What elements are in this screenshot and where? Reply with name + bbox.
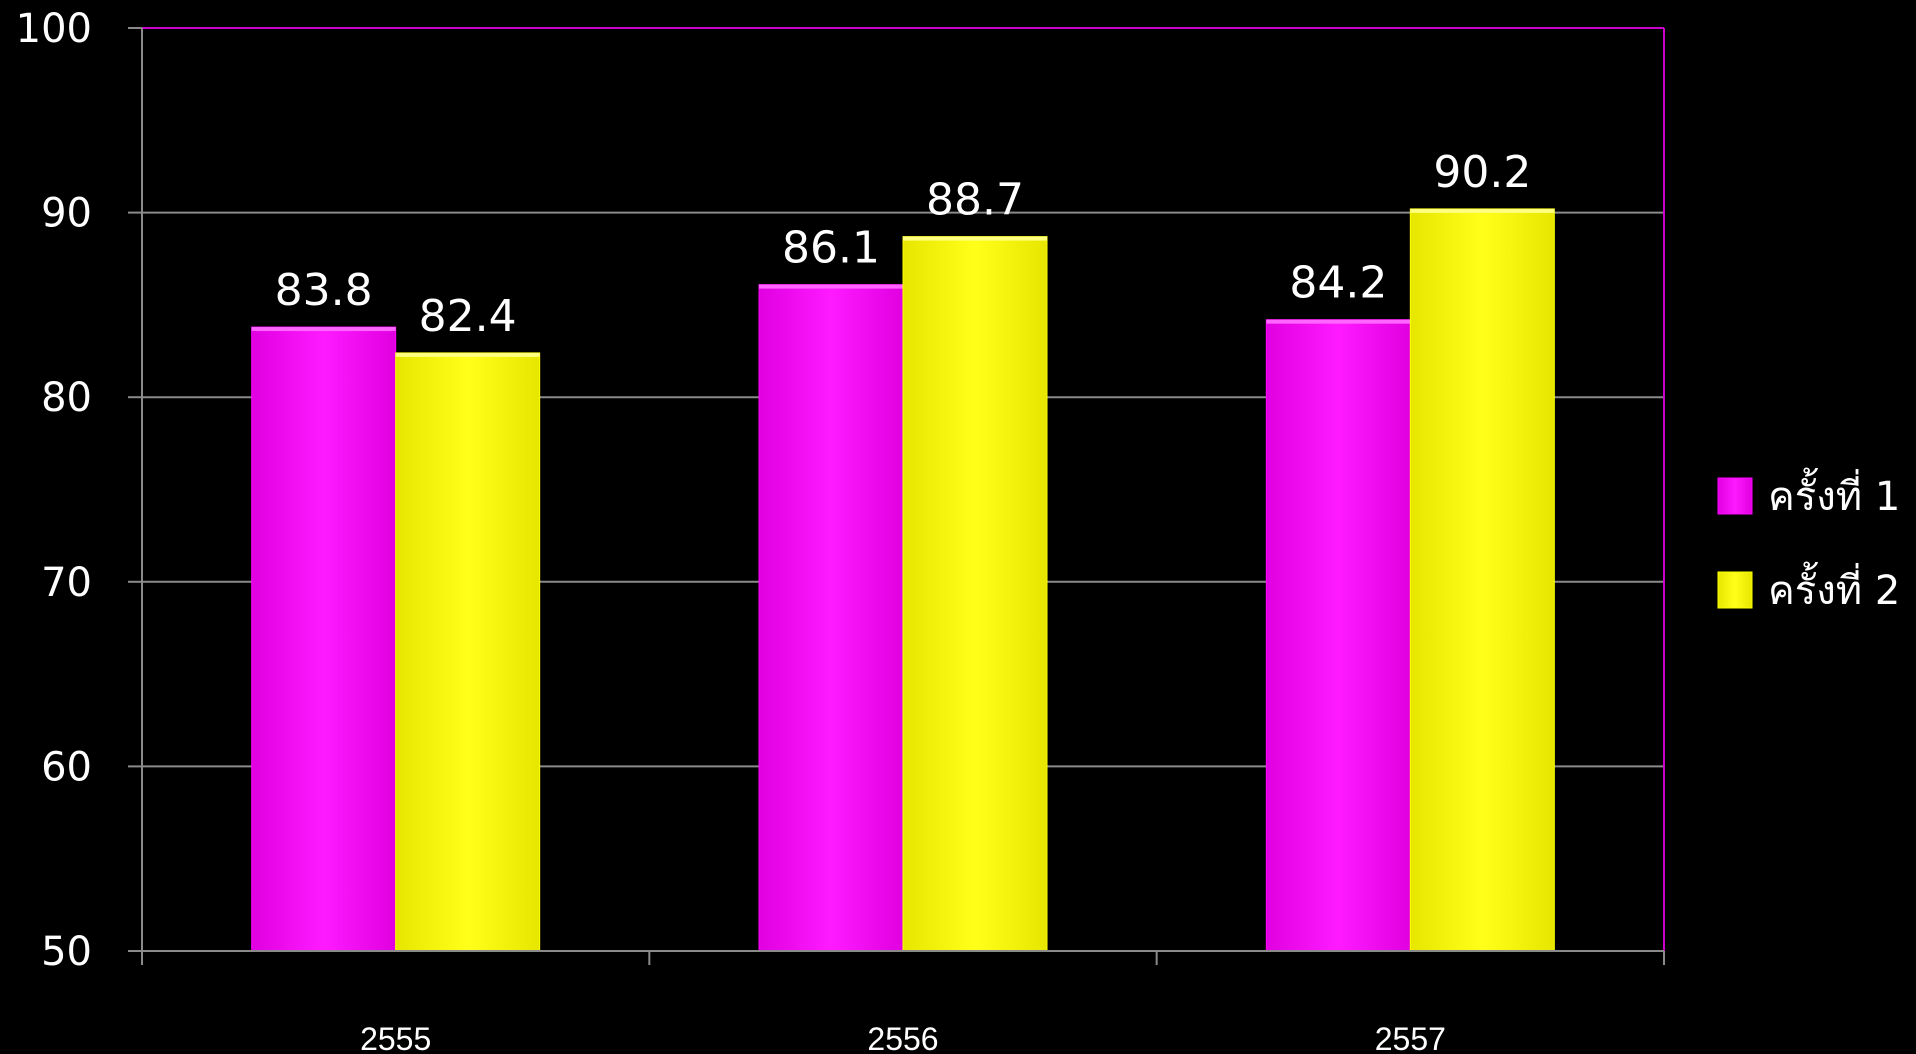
bar-top-highlight-2555-series-1 [251,327,396,332]
y-tick-label-100: 100 [16,6,92,52]
x-tick-label-2557: 2557 [1375,1021,1446,1054]
y-tick-label-90: 90 [41,191,92,237]
bars [251,208,1555,952]
bar-2557-series-2 [1409,208,1555,952]
data-label-2556-series-2: 88.7 [926,175,1024,226]
bar-top-highlight-2555-series-2 [395,352,540,357]
bar-top-highlight-2557-series-1 [1266,319,1411,324]
bar-2556-series-2 [902,236,1048,952]
data-label-2555-series-2: 82.4 [419,291,517,342]
data-label-2555-series-1: 83.8 [275,265,373,316]
bar-2555-series-2 [395,352,541,952]
data-label-2556-series-1: 86.1 [782,223,880,274]
data-label-2557-series-1: 84.2 [1289,258,1387,309]
y-tick-label-50: 50 [41,929,92,975]
bar-2556-series-1 [758,284,904,952]
data-labels: 83.8 82.4 86.1 88.7 84.2 90.2 [275,147,1532,342]
y-tick-label-70: 70 [41,560,92,606]
legend-label-series-1: ครั้งที่ 1 [1768,467,1900,520]
bar-top-highlight-2556-series-1 [759,284,903,289]
legend: ครั้งที่ 1 ครั้งที่ 2 [1717,467,1900,614]
bar-top-highlight-2556-series-2 [903,236,1047,241]
legend-swatch-series-1 [1717,477,1753,515]
x-tick-label-2555: 2555 [360,1021,431,1054]
bar-2557-series-1 [1265,319,1411,952]
axes: 50 60 70 80 90 100 2555 2556 2557 [16,6,1665,1054]
y-tick-label-80: 80 [41,375,92,421]
y-tick-label-60: 60 [41,744,92,790]
legend-label-series-2: ครั้งที่ 2 [1768,561,1900,614]
bar-top-highlight-2557-series-2 [1410,208,1555,213]
x-tick-label-2556: 2556 [867,1021,938,1054]
data-label-2557-series-2: 90.2 [1433,147,1531,198]
bar-2555-series-1 [251,326,397,952]
legend-swatch-series-2 [1717,571,1753,609]
plot-frame [142,27,1665,951]
